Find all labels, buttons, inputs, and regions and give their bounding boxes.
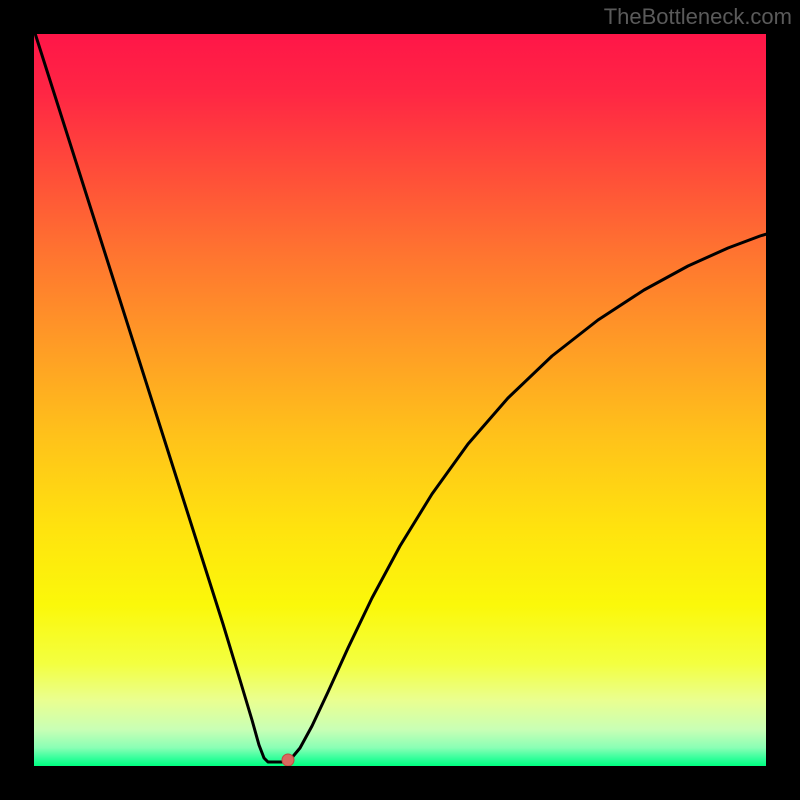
- optimal-point-marker: [282, 754, 294, 766]
- chart-container: TheBottleneck.com: [0, 0, 800, 800]
- watermark-text: TheBottleneck.com: [604, 4, 792, 30]
- bottleneck-curve: [34, 30, 780, 762]
- curve-layer: [0, 0, 800, 800]
- plot-area: [34, 34, 766, 766]
